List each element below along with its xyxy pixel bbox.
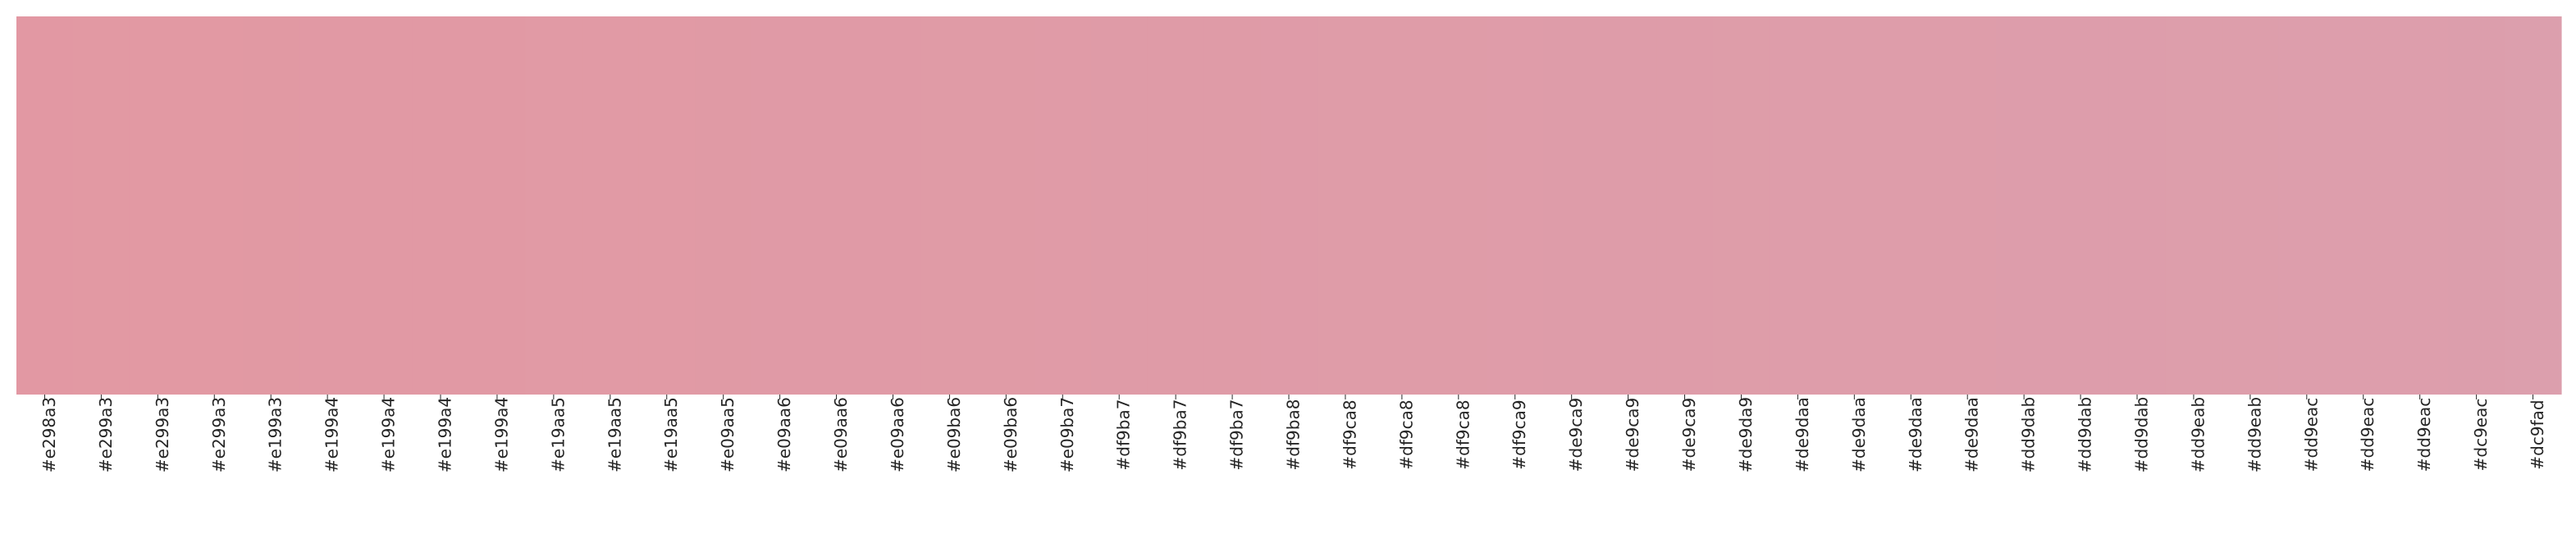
color-swatch <box>1713 16 1770 395</box>
color-swatch <box>2108 16 2167 395</box>
tick-label: #dc9fad <box>2528 399 2547 469</box>
tick-label: #e09aa6 <box>774 397 794 472</box>
tick-label: #e09aa6 <box>831 397 851 472</box>
tick-label: #dd9eac <box>2301 398 2321 472</box>
tick-label: #dd9dab <box>2019 397 2039 473</box>
tick-label: #dd9eab <box>2245 397 2264 472</box>
tick-label: #df9ca8 <box>1340 399 1359 469</box>
color-swatch <box>2052 16 2110 395</box>
color-swatch <box>865 16 922 395</box>
tick-label: #df9ba7 <box>1227 399 1247 471</box>
color-swatch <box>242 16 300 395</box>
color-swatch <box>1656 16 1714 395</box>
tick-label: #e199a4 <box>379 397 399 472</box>
color-swatch <box>72 16 130 395</box>
color-swatch <box>1317 16 1374 395</box>
tick-label: #de9daa <box>1849 397 1869 472</box>
tick-label: #df9ca8 <box>1453 399 1473 469</box>
tick-label: #de9ca9 <box>1679 398 1699 472</box>
tick-label: #dd9eab <box>2188 397 2208 472</box>
tick-label: #e298a3 <box>39 397 59 472</box>
color-swatch <box>1939 16 1997 395</box>
color-swatch <box>2222 16 2279 395</box>
color-swatch <box>1090 16 1149 395</box>
tick-label: #e299a3 <box>153 397 172 472</box>
tick-label: #dd9eac <box>2414 398 2434 472</box>
color-swatch <box>977 16 1035 395</box>
color-swatch <box>2335 16 2392 395</box>
color-swatch <box>468 16 526 395</box>
color-swatch <box>2505 16 2562 395</box>
color-swatch <box>1487 16 1544 395</box>
tick-marks <box>43 395 2534 399</box>
color-swatch <box>1204 16 1262 395</box>
tick-label: #de9daa <box>1962 397 1982 472</box>
tick-label: #df9ca9 <box>1510 399 1529 469</box>
tick-label: #de9ca9 <box>1623 398 1642 472</box>
color-swatch <box>1543 16 1601 395</box>
color-swatch <box>582 16 639 395</box>
color-swatch <box>412 16 470 395</box>
color-swatch <box>808 16 866 395</box>
color-swatch <box>355 16 413 395</box>
tick-label: #de9da9 <box>1736 397 1756 472</box>
tick-label: #e199a3 <box>266 397 285 472</box>
color-swatch <box>185 16 244 395</box>
tick-label: #dd9dab <box>2076 397 2095 473</box>
tick-label: #dd9eac <box>2358 398 2377 472</box>
tick-label: #e199a4 <box>322 397 342 472</box>
tick-label: #e09aa5 <box>718 397 738 472</box>
tick-label: #df9ba8 <box>1284 399 1304 471</box>
color-swatch <box>129 16 187 395</box>
color-swatch <box>299 16 357 395</box>
color-swatch <box>751 16 809 395</box>
color-swatch <box>638 16 696 395</box>
tick-label: #dc9eac <box>2471 399 2491 472</box>
color-swatch <box>695 16 752 395</box>
tick-label: #e199a4 <box>436 397 455 472</box>
tick-label: #e299a3 <box>209 397 229 472</box>
color-swatch <box>1373 16 1431 395</box>
tick-label: #e09aa6 <box>888 397 907 472</box>
tick-label: #e09ba7 <box>1057 397 1077 472</box>
tick-label: #df9ba7 <box>1171 399 1190 471</box>
tick-label: #e09ba6 <box>944 397 964 472</box>
tick-label: #de9daa <box>1906 397 1925 472</box>
color-swatch <box>1600 16 1657 395</box>
color-swatch <box>1882 16 1940 395</box>
color-swatch <box>920 16 979 395</box>
color-swatch <box>1147 16 1205 395</box>
tick-label: #df9ca8 <box>1396 399 1416 469</box>
swatch-strip <box>16 16 2562 395</box>
tick-label: #e19aa5 <box>661 397 681 472</box>
color-swatch <box>1034 16 1092 395</box>
tick-label: #de9daa <box>1793 397 1812 472</box>
tick-label: #de9ca9 <box>1566 398 1586 472</box>
tick-label: #e09ba6 <box>1001 397 1021 472</box>
tick-labels: #e298a3 #e299a3 #e299a3 #e299a3 #e199a3 #e199… <box>39 397 2547 473</box>
color-swatch <box>1260 16 1318 395</box>
tick-label: #e199a4 <box>491 397 511 472</box>
color-swatch <box>1769 16 1827 395</box>
color-swatch <box>16 16 74 395</box>
color-swatch <box>2278 16 2336 395</box>
color-swatch <box>2448 16 2505 395</box>
color-swatch <box>2165 16 2222 395</box>
tick-label: #e19aa5 <box>548 397 568 472</box>
color-swatch <box>1995 16 2053 395</box>
tick-label: #dd9dab <box>2132 397 2152 473</box>
tick-label: #df9ba7 <box>1114 399 1134 471</box>
tick-label: #e299a3 <box>96 397 116 472</box>
color-swatch <box>525 16 582 395</box>
color-swatch <box>2391 16 2449 395</box>
color-swatch <box>1430 16 1487 395</box>
tick-label: #e19aa5 <box>605 397 624 472</box>
color-swatch <box>1825 16 1884 395</box>
